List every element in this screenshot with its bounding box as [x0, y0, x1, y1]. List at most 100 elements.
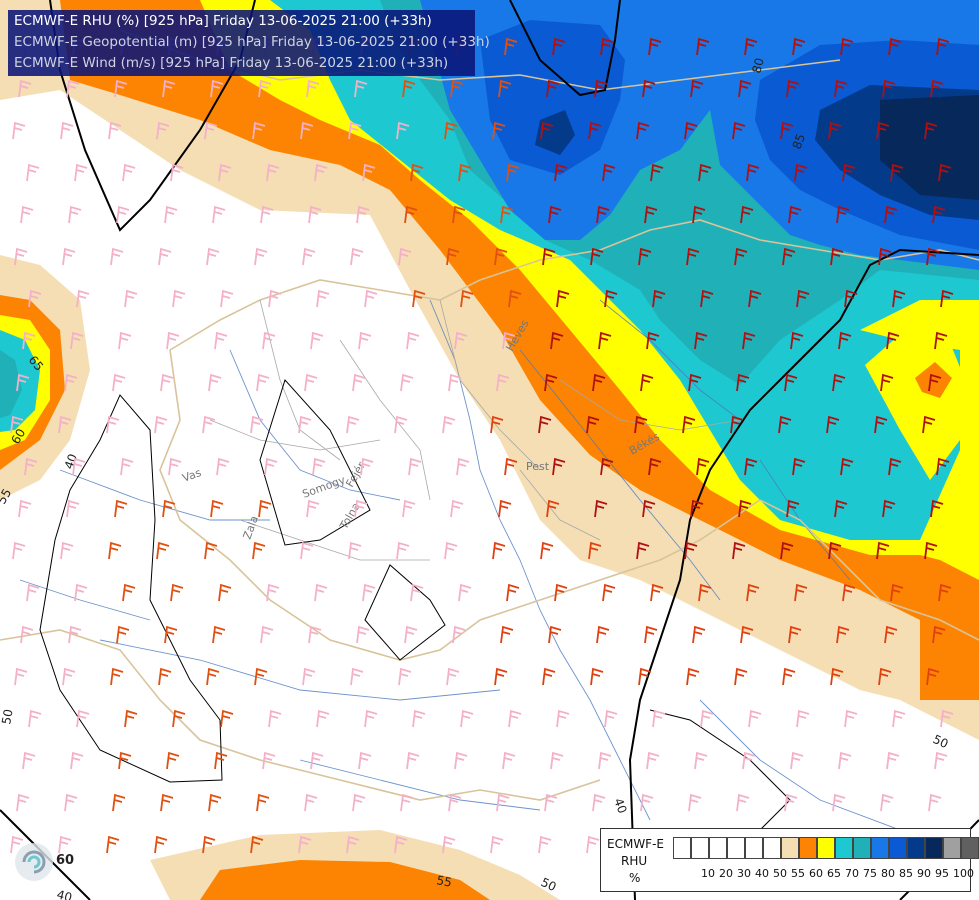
legend-swatch [799, 837, 817, 859]
wind-barb [170, 583, 184, 602]
wind-barb [458, 583, 472, 602]
wind-barb [394, 415, 408, 434]
wind-barb [108, 541, 122, 560]
wind-barb [490, 415, 504, 434]
wind-barb [604, 709, 618, 728]
wind-barb [588, 121, 602, 140]
wind-barb [504, 457, 518, 476]
wind-barb [700, 709, 714, 728]
wind-barb [888, 37, 902, 56]
wind-barb [886, 331, 900, 350]
wind-barb [70, 331, 84, 350]
wind-barb [888, 457, 902, 476]
legend-swatch [871, 837, 889, 859]
wind-barb [832, 373, 846, 392]
wind-barb [790, 751, 804, 770]
wind-barb [28, 289, 42, 308]
wind-barb [172, 709, 186, 728]
wind-barb [354, 499, 368, 518]
legend-tick-label: 60 [809, 867, 823, 880]
wind-barb [204, 121, 218, 140]
wind-barb [924, 541, 938, 560]
wind-barb [682, 415, 696, 434]
wind-barb [828, 541, 842, 560]
wind-barb [160, 793, 174, 812]
wind-barb [844, 289, 858, 308]
wind-barb [836, 205, 850, 224]
wind-barb [546, 79, 560, 98]
wind-barb [796, 289, 810, 308]
wind-barb [790, 331, 804, 350]
wind-barb [348, 541, 362, 560]
wind-barb [542, 667, 556, 686]
wind-barb [886, 751, 900, 770]
wind-barb [928, 373, 942, 392]
wind-barb [696, 457, 710, 476]
contour-label: 50 [539, 875, 559, 894]
wind-barb [738, 499, 752, 518]
wind-barb [696, 37, 710, 56]
wind-barb [314, 163, 328, 182]
wind-barb [548, 205, 562, 224]
place-label-zala: Zala [241, 514, 261, 541]
legend-tick-label: 55 [791, 867, 805, 880]
wind-barb [358, 751, 372, 770]
wind-barb [360, 457, 374, 476]
wind-barb [116, 205, 130, 224]
legend-swatch [691, 837, 709, 859]
wind-barb [556, 709, 570, 728]
wind-barb [552, 37, 566, 56]
wind-barb [598, 751, 612, 770]
legend-tick-label: 75 [863, 867, 877, 880]
wind-barb [690, 79, 704, 98]
wind-barb [730, 415, 744, 434]
wind-barb [22, 751, 36, 770]
wind-barb [300, 541, 314, 560]
wind-barb [452, 625, 466, 644]
wind-barb [118, 331, 132, 350]
wind-barb [794, 583, 808, 602]
wind-barb [882, 79, 896, 98]
wind-barb [694, 751, 708, 770]
wind-barb [350, 667, 364, 686]
legend-swatch [907, 837, 925, 859]
wind-barb [396, 541, 410, 560]
contour-label: 85 [790, 132, 808, 151]
wind-barb [492, 121, 506, 140]
wind-barb [738, 79, 752, 98]
wind-barb [206, 667, 220, 686]
wind-barb [20, 205, 34, 224]
wind-barb [694, 331, 708, 350]
title-box [8, 10, 475, 76]
wind-barb [220, 709, 234, 728]
wind-barb [732, 121, 746, 140]
wind-barb [262, 751, 276, 770]
wind-barb [406, 331, 420, 350]
wind-barb [550, 331, 564, 350]
wind-barb [252, 121, 266, 140]
contour-label: 40 [55, 887, 73, 900]
wind-barb [256, 793, 270, 812]
wind-barb [878, 247, 892, 266]
wind-barb [932, 625, 946, 644]
wind-barb [684, 541, 698, 560]
wind-barb [642, 79, 656, 98]
wind-barb [214, 331, 228, 350]
wind-barb [456, 457, 470, 476]
wind-barb [506, 163, 520, 182]
wind-barb [734, 667, 748, 686]
legend-swatch [781, 837, 799, 859]
wind-barb [592, 373, 606, 392]
wind-barb [784, 373, 798, 392]
wind-barb [448, 793, 462, 812]
wind-barb [508, 709, 522, 728]
legend-tick-label: 20 [719, 867, 733, 880]
wind-barb [122, 583, 136, 602]
wind-barb [876, 121, 890, 140]
wind-barb [744, 37, 758, 56]
wind-barb [306, 79, 320, 98]
wind-barb [118, 751, 132, 770]
wind-barb [112, 793, 126, 812]
wind-barb [256, 373, 270, 392]
